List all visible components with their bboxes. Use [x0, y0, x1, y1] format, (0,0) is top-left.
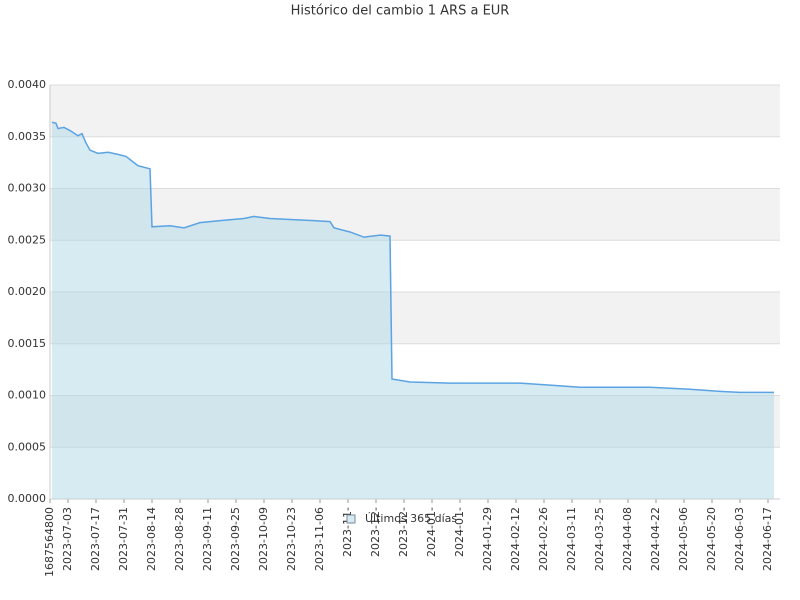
- x-tick-label: 2024-03-11: [565, 507, 578, 571]
- x-tick-label: 2023-07-03: [61, 507, 74, 571]
- x-tick-label: 1687564800: [43, 507, 56, 577]
- x-tick-label: 2023-08-14: [145, 507, 158, 571]
- x-tick-label: 2024-02-12: [509, 507, 522, 571]
- x-tick-label: 2023-12-: [369, 507, 382, 557]
- x-tick-label: 2024-05-20: [705, 507, 718, 571]
- y-tick-label: 0.0035: [8, 130, 47, 143]
- x-tick-label: 2024-02-26: [537, 507, 550, 571]
- x-tick-label: 2023-10-23: [285, 507, 298, 571]
- grid-band: [50, 85, 780, 137]
- y-tick-label: 0.0025: [8, 233, 47, 246]
- line: [51, 121, 774, 394]
- x-tick-label: 2023-08-28: [173, 507, 186, 571]
- chart-title: Histórico del cambio 1 ARS a EUR: [291, 4, 510, 19]
- y-tick-label: 0.0010: [8, 389, 47, 402]
- legend-swatch: [346, 514, 356, 524]
- y-tick-label: 0.0005: [8, 440, 47, 453]
- area: [52, 122, 774, 499]
- x-tick-label: 2023-07-17: [89, 507, 102, 571]
- x-tick-label: 2023-10-09: [257, 507, 270, 571]
- x-tick-label: 2023-12-: [397, 507, 410, 557]
- y-tick-label: 0.0030: [8, 182, 47, 195]
- x-tick-label: 2024-05-06: [677, 507, 690, 571]
- x-tick-label: 2024-06-03: [733, 507, 746, 571]
- x-tick-label: 2023-09-25: [229, 507, 242, 571]
- x-tick-label: 2024-04-22: [649, 507, 662, 571]
- x-tick-label: 2024-04-08: [621, 507, 634, 571]
- y-tick-label: 0.0015: [8, 337, 47, 350]
- x-tick-label: 2024-01-: [453, 507, 466, 557]
- y-tick-label: 0.0020: [8, 285, 47, 298]
- x-tick-label: 2024-01-: [425, 507, 438, 557]
- x-tick-label: 2024-01-29: [481, 507, 494, 571]
- x-tick-label: 2024-06-17: [761, 507, 774, 571]
- y-tick-label: 0.0040: [8, 78, 47, 91]
- x-tick-label: 2023-09-11: [201, 507, 214, 571]
- x-tick-label: 2023-11-06: [313, 507, 326, 571]
- legend-label: Últimos 365 días: [365, 512, 457, 525]
- y-tick-label: 0.0000: [8, 492, 47, 505]
- x-tick-label: 2024-03-25: [593, 507, 606, 571]
- x-tick-label: 2023-07-31: [117, 507, 130, 571]
- x-tick-label: 2023-11-: [341, 507, 354, 557]
